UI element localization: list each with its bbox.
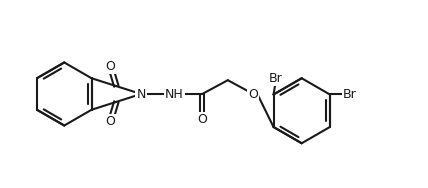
- Text: Br: Br: [343, 88, 357, 101]
- Text: O: O: [105, 115, 116, 128]
- Text: NH: NH: [165, 87, 184, 101]
- Text: O: O: [249, 87, 259, 101]
- Text: O: O: [197, 113, 207, 126]
- Text: Br: Br: [269, 72, 282, 85]
- Text: N: N: [137, 87, 146, 101]
- Text: O: O: [105, 60, 116, 73]
